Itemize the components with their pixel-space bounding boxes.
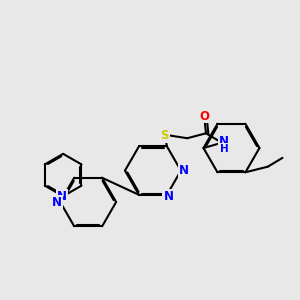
Text: N: N (179, 164, 189, 177)
Text: N: N (57, 190, 67, 203)
Text: O: O (199, 110, 209, 122)
Text: N: N (52, 196, 62, 208)
Text: N: N (164, 190, 173, 203)
Text: H: H (220, 144, 229, 154)
Text: S: S (160, 129, 169, 142)
Text: N: N (219, 135, 229, 148)
